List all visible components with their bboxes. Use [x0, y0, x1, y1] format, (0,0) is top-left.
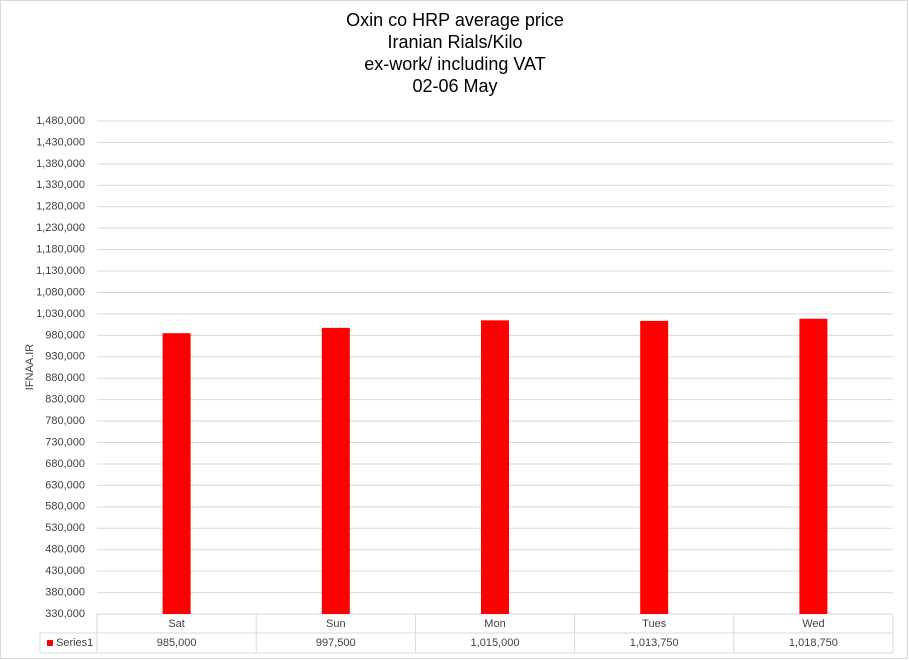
x-tick-label: Tues [642, 618, 667, 630]
chart-title: 02-06 May [412, 76, 497, 96]
y-axis-label: IFNAA.IR [24, 344, 36, 391]
data-table-value: 1,015,000 [471, 637, 520, 649]
y-tick-label: 480,000 [45, 544, 85, 556]
y-tick-label: 980,000 [45, 329, 85, 341]
data-table-value: 997,500 [316, 637, 356, 649]
bar [321, 327, 350, 614]
y-tick-label: 1,280,000 [36, 201, 85, 213]
y-tick-label: 530,000 [45, 522, 85, 534]
y-tick-label: 1,480,000 [36, 115, 85, 127]
data-table-value: 985,000 [157, 637, 197, 649]
y-tick-label: 930,000 [45, 351, 85, 363]
chart-title: Oxin co HRP average price [346, 10, 564, 30]
y-tick-label: 330,000 [45, 608, 85, 620]
y-tick-label: 630,000 [45, 479, 85, 491]
y-tick-label: 880,000 [45, 372, 85, 384]
legend-swatch [47, 640, 53, 646]
y-tick-label: 1,080,000 [36, 286, 85, 298]
x-tick-label: Wed [802, 618, 824, 630]
y-tick-label: 730,000 [45, 436, 85, 448]
y-tick-label: 1,430,000 [36, 136, 85, 148]
chart-title: ex-work/ including VAT [364, 54, 545, 74]
y-tick-label: 1,330,000 [36, 179, 85, 191]
y-tick-label: 680,000 [45, 458, 85, 470]
bar [640, 320, 669, 614]
bar [799, 318, 828, 614]
bar [162, 333, 191, 614]
y-tick-label: 1,180,000 [36, 244, 85, 256]
y-tick-label: 430,000 [45, 565, 85, 577]
y-tick-label: 830,000 [45, 394, 85, 406]
data-table-value: 1,018,750 [789, 637, 838, 649]
x-tick-label: Sun [326, 618, 346, 630]
bar [481, 320, 509, 614]
y-tick-label: 380,000 [45, 586, 85, 598]
data-table-value: 1,013,750 [630, 637, 679, 649]
chart-title: Iranian Rials/Kilo [387, 32, 522, 52]
y-tick-label: 1,230,000 [36, 222, 85, 234]
y-tick-label: 1,030,000 [36, 308, 85, 320]
y-tick-label: 580,000 [45, 501, 85, 513]
x-tick-label: Mon [484, 618, 505, 630]
legend-label: Series1 [56, 637, 93, 649]
y-tick-label: 1,380,000 [36, 158, 85, 170]
y-tick-label: 1,130,000 [36, 265, 85, 277]
x-tick-label: Sat [168, 618, 185, 630]
y-tick-label: 780,000 [45, 415, 85, 427]
